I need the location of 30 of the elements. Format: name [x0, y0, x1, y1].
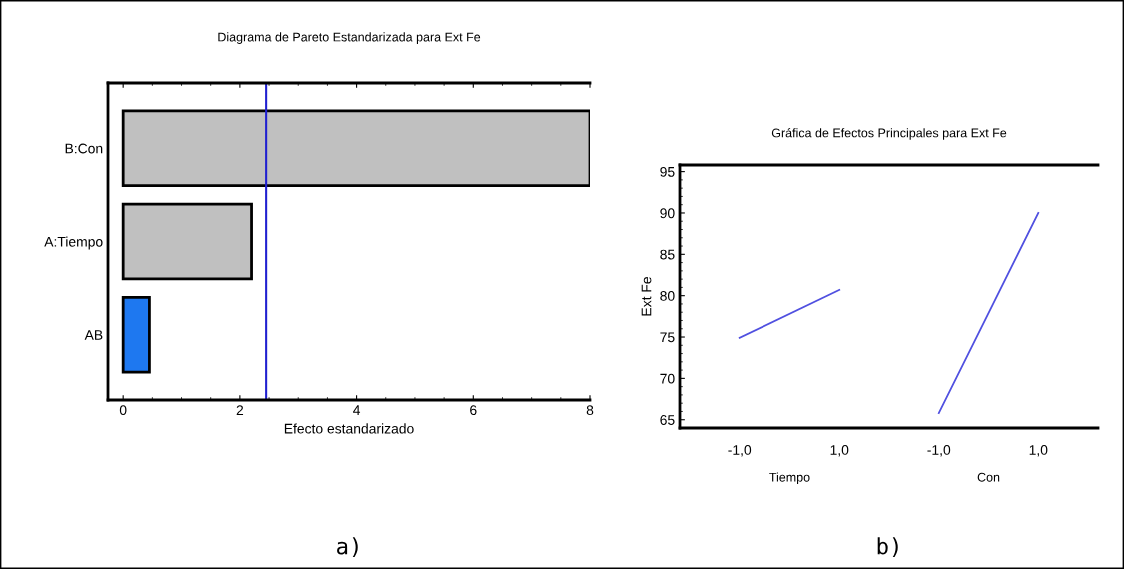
chart-title: Gráfica de Efectos Principales para Ext Fe — [771, 128, 1007, 140]
y-tick-label: 95 — [660, 166, 675, 177]
y-tick-label: 85 — [660, 249, 675, 260]
y-tick-label: AB — [84, 330, 103, 340]
y-tick-label: 75 — [660, 332, 675, 343]
x-tick-label: -1,0 — [927, 445, 951, 457]
bar — [121, 109, 590, 187]
y-tick-label: 80 — [660, 291, 675, 301]
x-axis-title: Efecto estandarizado — [284, 423, 414, 434]
x-tick-label: -1,0 — [728, 445, 752, 457]
chart-title: Diagrama de Pareto Estandarizada para Ext Fe — [218, 32, 481, 44]
text: b) — [877, 537, 898, 558]
x-tick-label: 4 — [353, 405, 361, 415]
x-tick-label: 1,0 — [830, 445, 849, 457]
y-tick-label: 90 — [660, 208, 675, 219]
y-tick-label: B:Con — [65, 143, 103, 154]
x-tick-label: 2 — [236, 405, 244, 415]
x-tick-label: 6 — [470, 405, 477, 416]
bar — [121, 202, 253, 281]
y-axis-title: Ext Fe — [641, 277, 652, 316]
x-tick-label: 0 — [119, 405, 127, 416]
x-tick-label: 8 — [586, 405, 594, 416]
y-tick-label: 65 — [660, 415, 675, 425]
text: Tiempo — [769, 472, 810, 485]
bar — [121, 296, 151, 374]
text: a) — [337, 537, 358, 558]
text: Con — [977, 472, 1000, 482]
x-tick-label: 1,0 — [1029, 445, 1048, 457]
y-tick-label: A:Tiempo — [44, 236, 103, 250]
y-tick-label: 70 — [660, 373, 675, 384]
